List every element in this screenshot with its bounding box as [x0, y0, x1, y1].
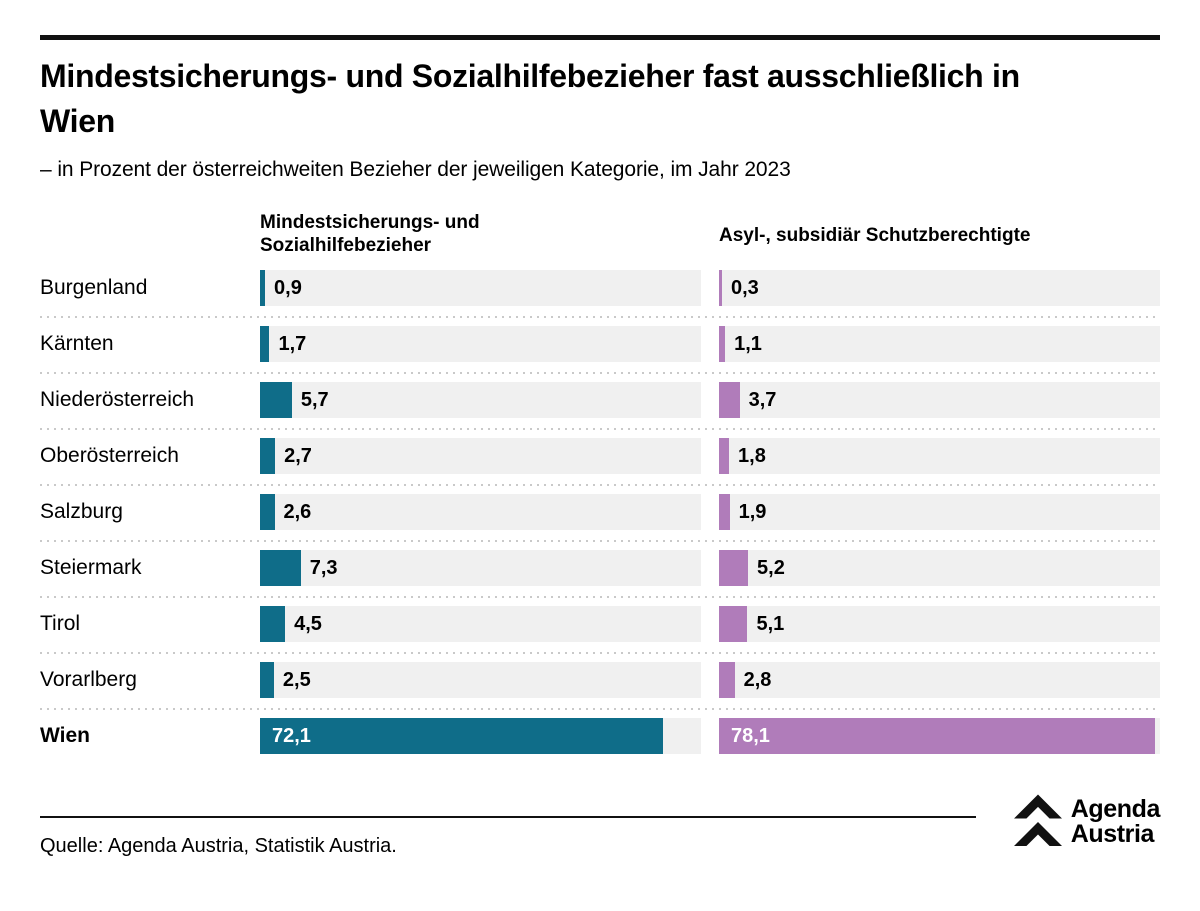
agenda-austria-logo: Agenda Austria: [1013, 792, 1161, 852]
bar-track-series1: 4,5: [260, 606, 701, 643]
logo-text: Agenda Austria: [1070, 795, 1161, 849]
category-label: Burgenland: [40, 276, 148, 300]
bar-series2: [719, 662, 735, 699]
bar-series1: [260, 550, 301, 587]
category-label: Wien: [40, 724, 90, 748]
bar-series2: [719, 550, 749, 587]
bar-value-series1: 72,1: [272, 724, 311, 747]
bar-track-series2: 1,9: [719, 494, 1160, 531]
bar-value-series2: 1,8: [738, 444, 766, 467]
bar-value-series1: 2,7: [284, 444, 312, 467]
category-label: Kärnten: [40, 332, 114, 356]
category-label: Vorarlberg: [40, 668, 137, 692]
table-row: Burgenland 0,9 0,3: [40, 270, 1160, 316]
bar-value-series1: 0,9: [274, 276, 302, 299]
bar-series2: [719, 606, 748, 643]
chart-title: Mindestsicherungs- und Sozialhilfebezieh…: [40, 58, 1020, 140]
bar-track-series2: 0,3: [719, 270, 1160, 307]
series1-column-header: Mindestsicherungs- und Sozialhilfebezieh…: [260, 211, 480, 256]
bar-series1: [260, 718, 663, 755]
bar-series2: [719, 382, 740, 419]
bar-series2: [719, 326, 726, 363]
table-row: Wien 72,1 78,1: [40, 708, 1160, 765]
bar-value-series2: 1,1: [734, 332, 762, 355]
bar-series1: [260, 606, 286, 643]
footer-divider: [40, 816, 976, 819]
bar-value-series1: 7,3: [309, 556, 338, 579]
table-row: Vorarlberg 2,5 2,8: [40, 652, 1160, 709]
logo-text-line1: Agenda: [1070, 795, 1161, 824]
bar-track-series1: 0,9: [260, 270, 701, 307]
bar-series1: [260, 326, 270, 363]
source-note: Quelle: Agenda Austria, Statistik Austri…: [40, 835, 397, 858]
bar-track-series2: 78,1: [719, 718, 1160, 755]
table-row: Steiermark 7,3 5,2: [40, 540, 1160, 597]
bar-track-series2: 5,2: [719, 550, 1160, 587]
bar-track-series2: 1,8: [719, 438, 1160, 475]
column-headers: Mindestsicherungs- und Sozialhilfebezieh…: [40, 212, 1160, 258]
footer: Quelle: Agenda Austria, Statistik Austri…: [40, 794, 1160, 858]
bar-value-series1: 4,5: [294, 612, 322, 635]
bar-track-series2: 3,7: [719, 382, 1160, 419]
bar-track-series1: 72,1: [260, 718, 701, 755]
table-row: Salzburg 2,6 1,9: [40, 484, 1160, 541]
top-divider: [40, 35, 1160, 40]
bar-chart: Burgenland 0,9 0,3 Kärnten 1,7 1,1 Nie: [40, 270, 1160, 765]
logo-text-line2: Austria: [1070, 820, 1155, 849]
bar-series2: [719, 494, 730, 531]
category-label: Niederösterreich: [40, 388, 195, 412]
category-label: Tirol: [40, 612, 81, 636]
bar-track-series2: 2,8: [719, 662, 1160, 699]
bar-track-series2: 1,1: [719, 326, 1160, 363]
bar-track-series1: 2,7: [260, 438, 701, 475]
bar-series1: [260, 270, 266, 307]
table-row: Kärnten 1,7 1,1: [40, 316, 1160, 373]
bar-track-series2: 5,1: [719, 606, 1160, 643]
bar-value-series2: 5,1: [756, 612, 785, 635]
category-label: Salzburg: [40, 500, 123, 524]
bar-value-series1: 1,7: [278, 332, 307, 355]
bar-series2: [719, 718, 1155, 755]
bar-series1: [260, 494, 275, 531]
bar-value-series2: 3,7: [748, 388, 777, 411]
table-row: Tirol 4,5 5,1: [40, 596, 1160, 653]
category-label: Oberösterreich: [40, 444, 179, 468]
bar-series1: [260, 438, 276, 475]
bar-track-series1: 5,7: [260, 382, 701, 419]
bar-track-series1: 1,7: [260, 326, 701, 363]
bar-value-series2: 2,8: [743, 668, 772, 691]
chart-subtitle: – in Prozent der österreichweiten Bezieh…: [40, 157, 791, 181]
bar-series2: [719, 270, 722, 307]
bar-series1: [260, 382, 292, 419]
bar-track-series1: 2,5: [260, 662, 701, 699]
category-label: Steiermark: [40, 556, 142, 580]
bar-value-series1: 5,7: [300, 388, 329, 411]
bar-track-series1: 7,3: [260, 550, 701, 587]
bar-value-series2: 1,9: [738, 500, 767, 523]
double-chevron-up-icon: [1013, 794, 1062, 847]
bar-series1: [260, 662, 274, 699]
bar-track-series1: 2,6: [260, 494, 701, 531]
bar-value-series2: 78,1: [731, 724, 770, 747]
series2-column-header: Asyl-, subsidiär Schutzberechtigte: [719, 224, 1031, 246]
table-row: Niederösterreich 5,7 3,7: [40, 372, 1160, 429]
bar-series2: [719, 438, 730, 475]
bar-value-series2: 0,3: [731, 276, 759, 299]
bar-value-series1: 2,5: [282, 668, 311, 691]
bar-value-series1: 2,6: [283, 500, 312, 523]
table-row: Oberösterreich 2,7 1,8: [40, 428, 1160, 485]
bar-value-series2: 5,2: [757, 556, 785, 579]
